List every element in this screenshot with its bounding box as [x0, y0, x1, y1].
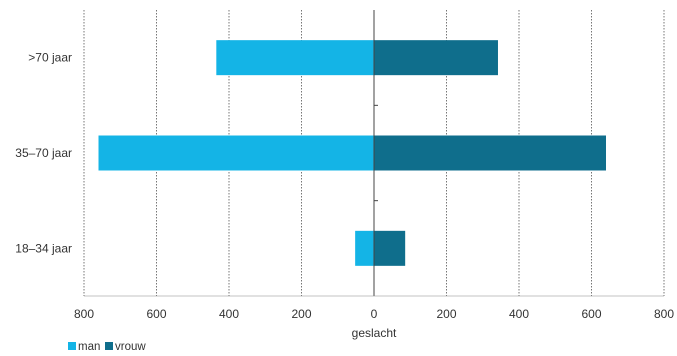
- bar-vrouw: [374, 40, 498, 76]
- bar-man: [216, 40, 374, 76]
- bars: [98, 40, 606, 266]
- bar-vrouw: [374, 135, 606, 171]
- legend-label-man: man: [78, 341, 100, 353]
- tick-label: 400: [509, 307, 529, 321]
- tick-label: 600: [581, 307, 601, 321]
- x-axis-title: geslacht: [352, 326, 397, 340]
- bar-vrouw: [374, 230, 406, 266]
- category-label: 18–34 jaar: [15, 241, 72, 255]
- tick-label: 800: [654, 307, 674, 321]
- bar-man: [355, 230, 374, 266]
- category-label: >70 jaar: [28, 51, 72, 65]
- legend-label-vrouw: vrouw: [115, 341, 146, 353]
- zero-axis: [84, 10, 664, 297]
- category-label: 35–70 jaar: [15, 146, 72, 160]
- tick-label: 400: [219, 307, 239, 321]
- gridlines: [83, 10, 665, 296]
- legend-swatch-man: [68, 342, 76, 350]
- tick-label: 200: [291, 307, 311, 321]
- legend: man vrouw: [68, 341, 146, 353]
- tick-label: 800: [74, 307, 94, 321]
- bar-man: [98, 135, 374, 171]
- tick-label: 600: [146, 307, 166, 321]
- tick-label: 0: [371, 307, 378, 321]
- category-labels: >70 jaar 35–70 jaar 18–34 jaar: [15, 51, 72, 256]
- tick-label: 200: [436, 307, 456, 321]
- tick-labels: 800 600 400 200 0 200 400 600 800: [74, 307, 674, 321]
- legend-swatch-vrouw: [105, 342, 113, 350]
